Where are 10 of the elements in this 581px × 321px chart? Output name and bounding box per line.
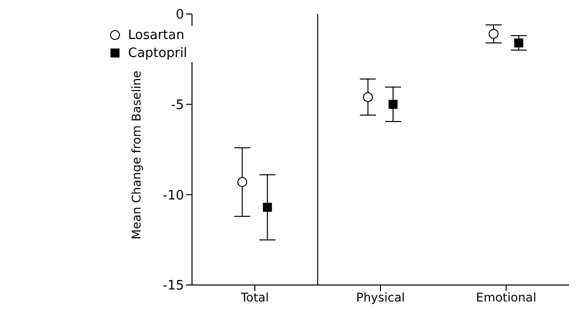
x-tick-label: Physical	[356, 290, 405, 305]
legend-label: Losartan	[128, 28, 184, 42]
y-tick-label: -10	[162, 188, 184, 204]
legend-label: Captopril	[128, 46, 188, 60]
x-tick-label: Total	[240, 290, 269, 305]
x-tick-label: Emotional	[476, 290, 536, 305]
y-tick-label: 0	[176, 8, 184, 23]
y-tick-label: -15	[162, 278, 184, 294]
y-axis-title: Mean Change from Baseline	[129, 70, 144, 240]
y-tick-label: -5	[171, 98, 184, 113]
